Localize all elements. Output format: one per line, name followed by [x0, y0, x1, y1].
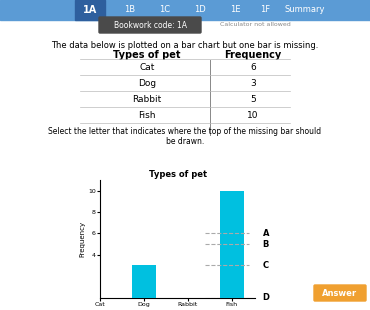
Text: Frequency: Frequency — [224, 50, 282, 60]
Text: Summary: Summary — [285, 6, 325, 15]
Bar — [132, 265, 156, 298]
Text: 1B: 1B — [124, 6, 135, 15]
Text: B: B — [263, 240, 269, 249]
Text: Dog: Dog — [138, 78, 156, 87]
Text: 1E: 1E — [230, 6, 240, 15]
Bar — [0, 0, 370, 20]
FancyBboxPatch shape — [314, 285, 366, 301]
Text: D: D — [263, 293, 270, 302]
Bar — [220, 191, 244, 298]
Text: 3: 3 — [250, 78, 256, 87]
Text: 1C: 1C — [159, 6, 171, 15]
Text: Bookwork code: 1A: Bookwork code: 1A — [114, 20, 186, 29]
Text: 1D: 1D — [194, 6, 206, 15]
Text: Select the letter that indicates where the top of the missing bar should: Select the letter that indicates where t… — [48, 127, 322, 136]
Text: 6: 6 — [250, 63, 256, 72]
Text: 10: 10 — [247, 110, 259, 119]
Bar — [75, 0, 105, 20]
Text: Answer: Answer — [322, 289, 357, 298]
FancyBboxPatch shape — [99, 17, 201, 33]
Text: ■ Watch video: ■ Watch video — [147, 282, 204, 291]
Text: 1F: 1F — [260, 6, 270, 15]
Text: Calculator not allowed: Calculator not allowed — [220, 23, 291, 28]
Text: be drawn.: be drawn. — [166, 136, 204, 145]
Text: C: C — [263, 261, 269, 270]
Text: Cat: Cat — [139, 63, 155, 72]
Text: Fish: Fish — [138, 110, 156, 119]
Text: Types of pet: Types of pet — [113, 50, 181, 60]
Y-axis label: Frequency: Frequency — [79, 221, 85, 257]
Text: 1A: 1A — [83, 5, 97, 15]
Text: The data below is plotted on a bar chart but one bar is missing.: The data below is plotted on a bar chart… — [51, 41, 319, 50]
Title: Types of pet: Types of pet — [148, 170, 207, 179]
Text: A: A — [263, 229, 269, 238]
Text: Rabbit: Rabbit — [132, 95, 162, 104]
Text: 5: 5 — [250, 95, 256, 104]
